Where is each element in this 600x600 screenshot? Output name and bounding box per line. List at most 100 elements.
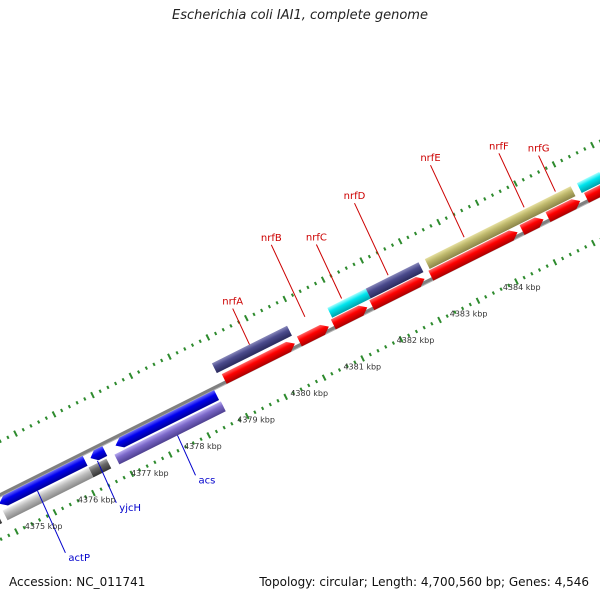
ruler-label: 4381 kbp xyxy=(343,363,381,372)
track-tick xyxy=(122,475,126,480)
track-tick xyxy=(221,327,225,332)
nrfB-arrow xyxy=(296,324,329,347)
track-tick xyxy=(90,391,95,399)
track-tick xyxy=(414,329,419,334)
track-tick xyxy=(475,297,481,305)
track-tick xyxy=(30,521,34,526)
track-tick xyxy=(14,528,19,535)
track-tick xyxy=(160,358,164,363)
track-tick xyxy=(198,339,202,344)
callout-line-nrfC xyxy=(315,244,343,299)
track-tick xyxy=(176,448,180,453)
kbp-ruler: 4375 kbp 4376 kbp 4377 kbp 4378 kbp 4379 kbp… xyxy=(25,283,541,531)
ruler-label: 4377 kbp xyxy=(131,469,169,478)
track-tick xyxy=(576,248,580,253)
track-tick xyxy=(222,425,226,430)
track-tick xyxy=(190,343,195,347)
track-tick xyxy=(522,275,526,280)
track-tick xyxy=(567,154,572,159)
track-tick xyxy=(368,352,372,357)
track-tick xyxy=(444,216,448,221)
track-tick xyxy=(283,393,288,401)
track-tick xyxy=(114,479,119,484)
callout-line-yjcH xyxy=(96,460,117,504)
track-tick xyxy=(545,264,549,268)
actP-blue-arrow xyxy=(0,455,88,506)
nrfD-box xyxy=(365,262,424,299)
track-tick xyxy=(575,150,579,155)
track-tick xyxy=(390,243,395,247)
callout-line-nrfG xyxy=(538,155,556,192)
track-tick xyxy=(537,268,542,272)
track-tick xyxy=(290,293,295,297)
track-tick xyxy=(337,368,342,372)
track-tick xyxy=(506,185,510,190)
track-tick xyxy=(397,237,403,245)
track-tick xyxy=(468,302,472,307)
track-tick xyxy=(98,389,102,394)
ruler-label: 4375 kbp xyxy=(25,522,63,531)
track-tick xyxy=(21,427,25,432)
track-tick xyxy=(490,193,495,197)
track-tick xyxy=(99,487,103,492)
track-tick xyxy=(590,141,595,149)
track-tick xyxy=(461,306,465,311)
track-tick xyxy=(321,374,327,381)
genome-summary-text: Topology: circular; Length: 4,700,560 bp… xyxy=(259,575,589,589)
gene-label-nrfF: nrfF xyxy=(489,141,509,152)
track-tick xyxy=(75,400,79,405)
gene-label-actP: actP xyxy=(68,553,90,564)
ruler-label: 4383 kbp xyxy=(450,309,488,318)
track-tick xyxy=(29,423,33,428)
track-tick xyxy=(445,314,449,318)
track-tick xyxy=(153,460,157,465)
track-tick xyxy=(560,256,565,261)
track-tick xyxy=(144,366,148,371)
track-tick xyxy=(214,429,219,434)
gene-label-nrfB: nrfB xyxy=(261,233,282,244)
track-tick xyxy=(345,364,349,368)
ruler-label: 4378 kbp xyxy=(184,442,222,451)
track-tick xyxy=(298,289,302,294)
track-tick xyxy=(544,166,548,171)
track-tick xyxy=(413,231,418,236)
track-tick xyxy=(175,350,179,355)
track-tick xyxy=(61,506,65,511)
track-tick xyxy=(552,258,558,266)
nrfF-arrow xyxy=(519,217,544,235)
track-tick xyxy=(44,416,48,421)
gene-label-nrfG: nrfG xyxy=(528,144,550,155)
gray-stub-left xyxy=(0,513,3,539)
track-tick xyxy=(260,308,264,313)
track-tick xyxy=(384,344,388,349)
track-tick xyxy=(13,430,18,437)
track-tick xyxy=(429,223,433,228)
track-tick xyxy=(299,387,303,392)
track-tick xyxy=(484,294,488,299)
ruler-label: 4379 kbp xyxy=(237,416,275,425)
track-tick xyxy=(0,439,2,444)
nrfE-arrow xyxy=(428,230,518,281)
track-tick xyxy=(37,518,42,522)
nrfC-box xyxy=(327,288,371,318)
track-tick xyxy=(52,508,58,516)
track-tick xyxy=(437,316,442,324)
ruler-label: 4382 kbp xyxy=(397,336,435,345)
track-tick xyxy=(521,177,525,182)
dot-track-forward xyxy=(0,139,600,444)
track-tick xyxy=(84,494,88,499)
track-tick xyxy=(253,410,257,415)
track-tick xyxy=(376,348,380,353)
track-tick xyxy=(237,418,242,422)
callout-line-nrfD xyxy=(354,202,389,276)
track-tick xyxy=(307,383,311,388)
gene-features xyxy=(0,171,600,539)
track-tick xyxy=(152,362,156,367)
track-tick xyxy=(314,379,319,384)
yjcH-blue-arrow xyxy=(90,446,108,461)
gray-dark-box xyxy=(88,458,112,478)
track-tick xyxy=(22,525,26,530)
track-tick xyxy=(359,257,364,264)
track-tick xyxy=(529,173,533,178)
